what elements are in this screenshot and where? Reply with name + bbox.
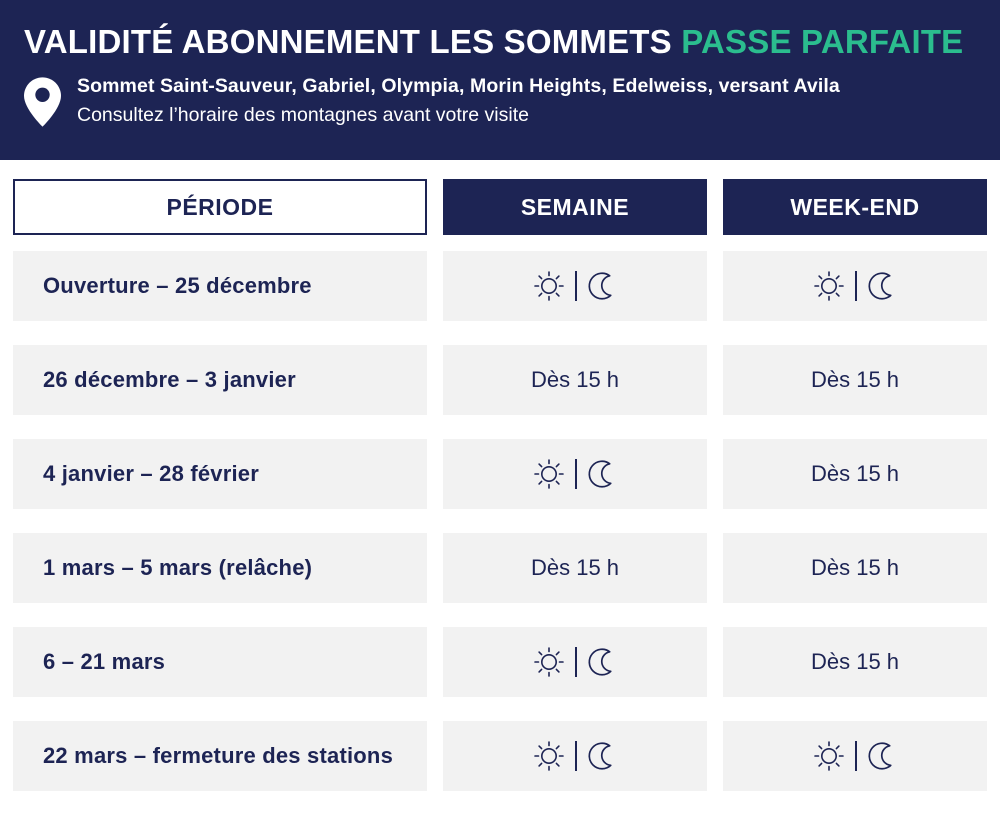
period-cell: 4 janvier – 28 février [13, 439, 427, 509]
table-row: 26 décembre – 3 janvier Dès 15 h Dès 15 h [13, 345, 987, 415]
moon-icon [588, 648, 612, 676]
divider [855, 271, 857, 301]
table-row: 1 mars – 5 mars (relâche) Dès 15 h Dès 15 … [13, 533, 987, 603]
semaine-cell: Dès 15 h [443, 533, 707, 603]
weekend-cell: Dès 15 h [723, 345, 987, 415]
semaine-cell [443, 721, 707, 791]
semaine-cell [443, 251, 707, 321]
location-note: Consultez l’horaire des montagnes avant … [77, 104, 529, 126]
page-title: VALIDITÉ ABONNEMENT LES SOMMETS PASSE PA… [24, 22, 976, 62]
divider [855, 741, 857, 771]
validity-table: PÉRIODE SEMAINE WEEK-END Ouverture – 25 … [13, 179, 987, 791]
semaine-cell: Dès 15 h [443, 345, 707, 415]
weekend-cell: Dès 15 h [723, 627, 987, 697]
day-night-icons [531, 644, 619, 680]
sun-icon [534, 741, 564, 771]
table-row: Ouverture – 25 décembre [13, 251, 987, 321]
divider [575, 459, 577, 489]
period-cell: 6 – 21 mars [13, 627, 427, 697]
table-row: 22 mars – fermeture des stations [13, 721, 987, 791]
header-banner: VALIDITÉ ABONNEMENT LES SOMMETS PASSE PA… [0, 0, 1000, 160]
moon-icon [588, 272, 612, 300]
day-night-icons [811, 738, 899, 774]
weekend-cell: Dès 15 h [723, 439, 987, 509]
divider [575, 647, 577, 677]
moon-icon [868, 272, 892, 300]
table-header-row: PÉRIODE SEMAINE WEEK-END [13, 179, 987, 235]
title-main: VALIDITÉ ABONNEMENT LES SOMMETS [24, 23, 672, 60]
column-header-semaine: SEMAINE [443, 179, 707, 235]
table-row: 4 janvier – 28 février Dès 15 h [13, 439, 987, 509]
sun-icon [814, 741, 844, 771]
day-night-icons [531, 268, 619, 304]
location-block: Sommet Saint-Sauveur, Gabriel, Olympia, … [24, 75, 976, 127]
day-night-icons [531, 738, 619, 774]
sun-icon [534, 459, 564, 489]
sun-icon [534, 271, 564, 301]
moon-icon [868, 742, 892, 770]
sun-icon [534, 647, 564, 677]
weekend-cell [723, 721, 987, 791]
table-body: Ouverture – 25 décembre 26 décembre – 3 j… [13, 251, 987, 791]
day-night-icons [811, 268, 899, 304]
period-cell: Ouverture – 25 décembre [13, 251, 427, 321]
column-header-periode: PÉRIODE [13, 179, 427, 235]
period-cell: 1 mars – 5 mars (relâche) [13, 533, 427, 603]
moon-icon [588, 742, 612, 770]
table-row: 6 – 21 mars Dès 15 h [13, 627, 987, 697]
divider [575, 271, 577, 301]
validity-infographic: VALIDITÉ ABONNEMENT LES SOMMETS PASSE PA… [0, 0, 1000, 791]
sun-icon [814, 271, 844, 301]
divider [575, 741, 577, 771]
semaine-cell [443, 627, 707, 697]
location-text: Sommet Saint-Sauveur, Gabriel, Olympia, … [77, 75, 840, 127]
title-accent: PASSE PARFAITE [681, 23, 964, 60]
period-cell: 26 décembre – 3 janvier [13, 345, 427, 415]
location-pin-icon [24, 77, 61, 127]
moon-icon [588, 460, 612, 488]
weekend-cell: Dès 15 h [723, 533, 987, 603]
day-night-icons [531, 456, 619, 492]
period-cell: 22 mars – fermeture des stations [13, 721, 427, 791]
semaine-cell [443, 439, 707, 509]
column-header-weekend: WEEK-END [723, 179, 987, 235]
location-mountains: Sommet Saint-Sauveur, Gabriel, Olympia, … [77, 75, 840, 97]
weekend-cell [723, 251, 987, 321]
